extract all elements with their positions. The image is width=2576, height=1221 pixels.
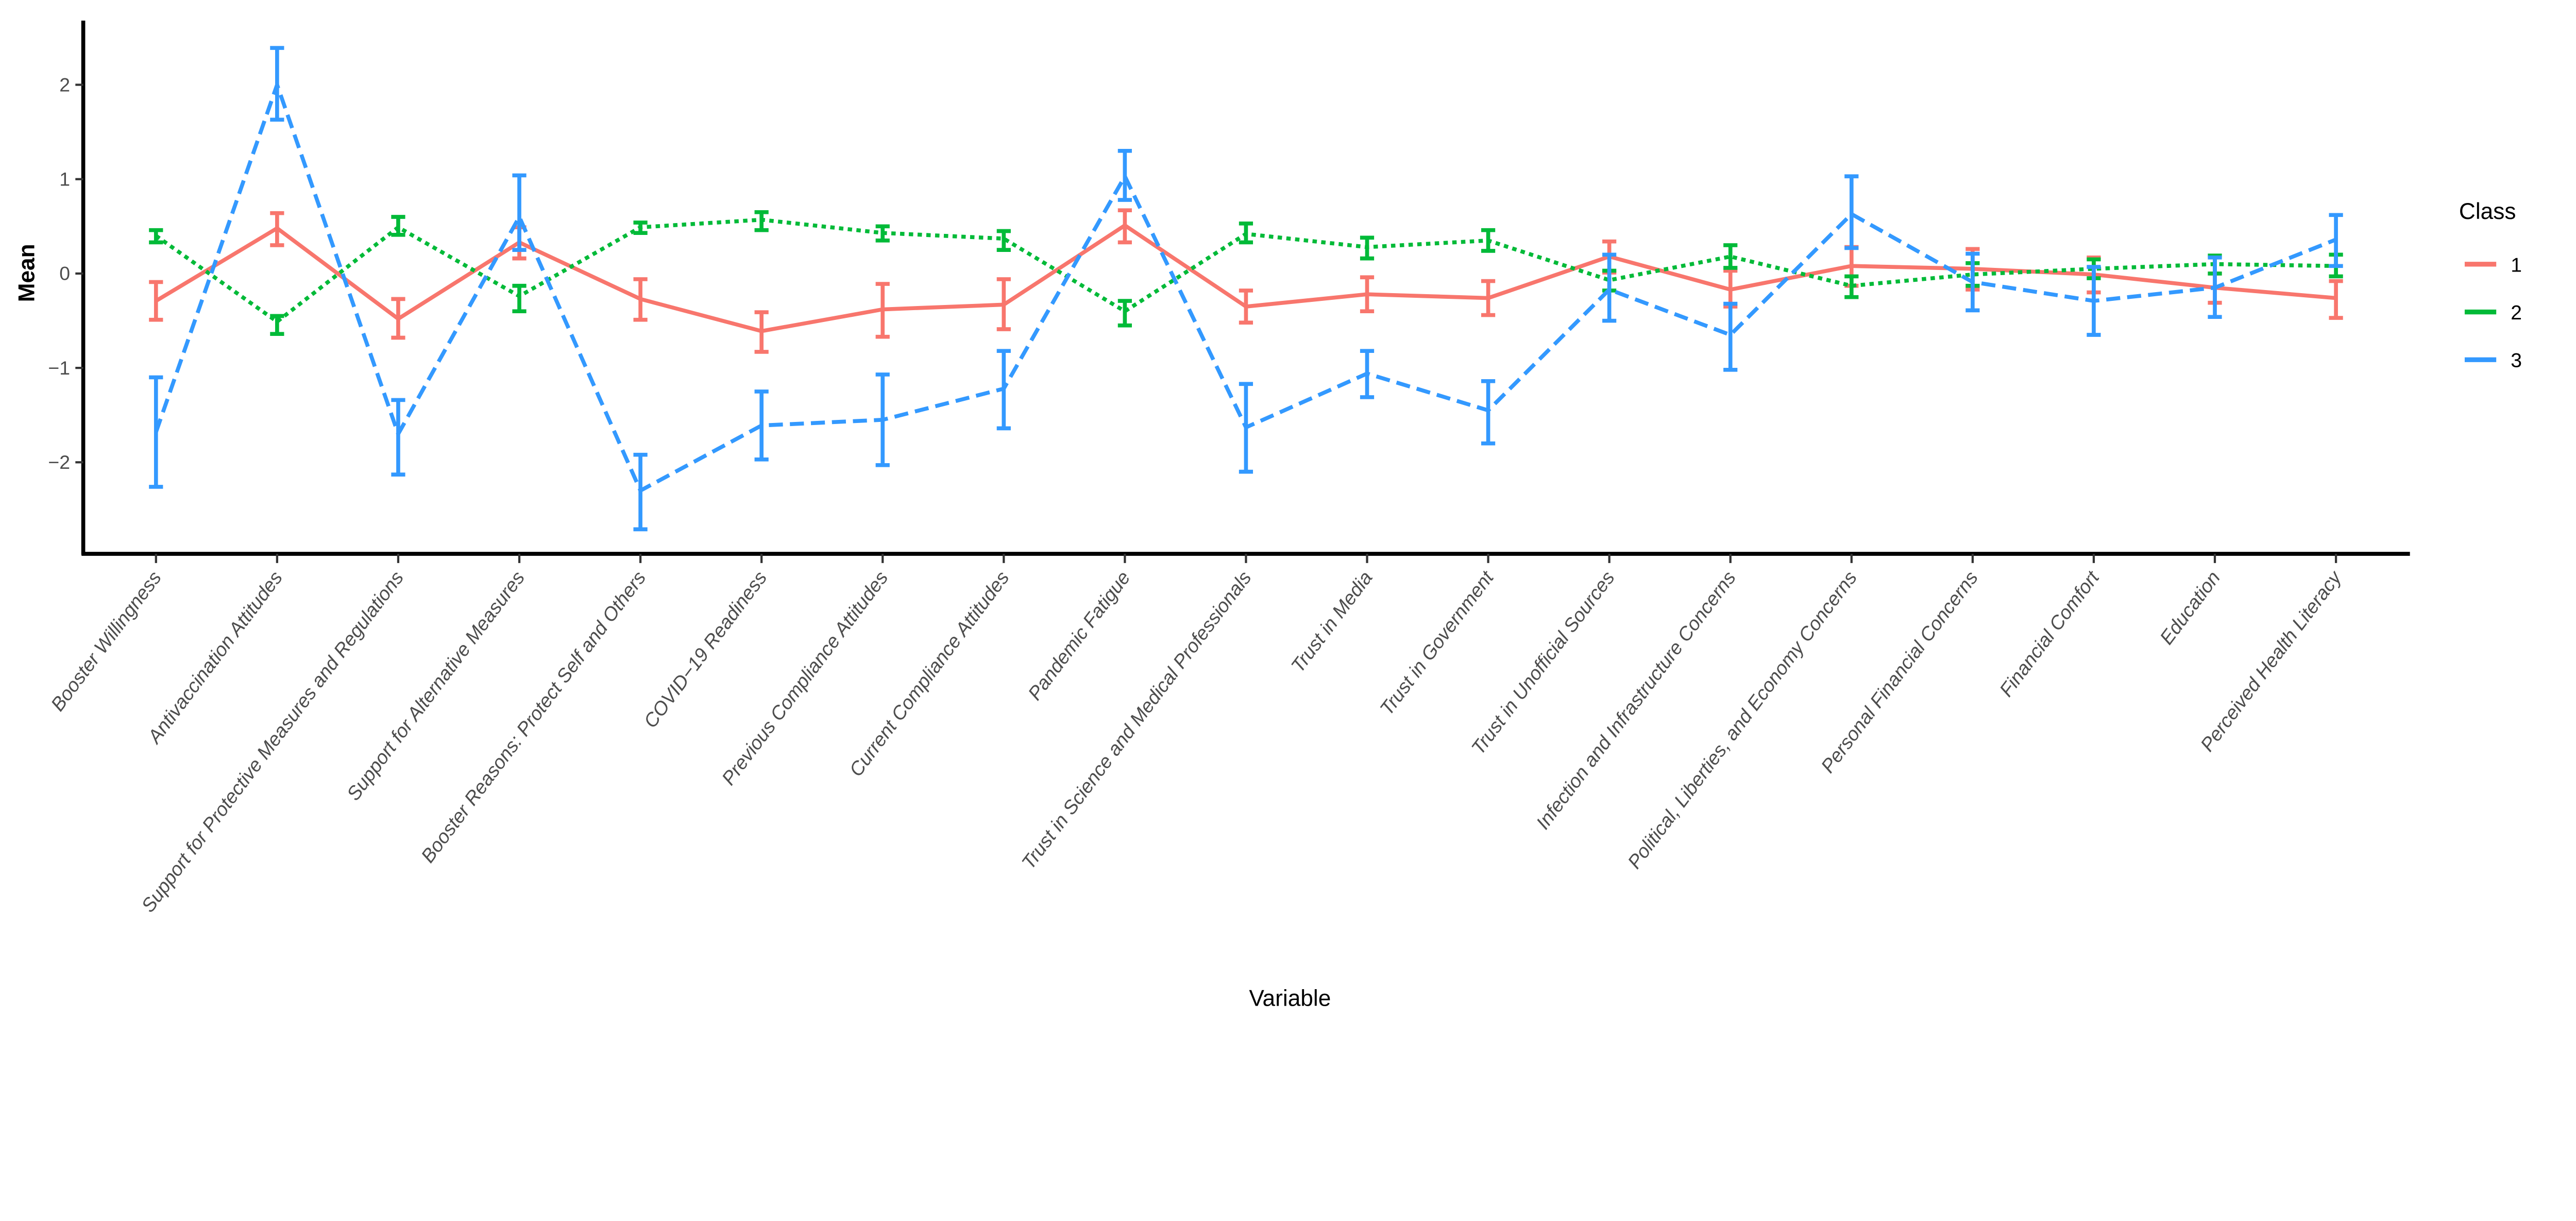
x-tick-label: Trust in Unofficial Sources: [1467, 567, 1619, 758]
x-tick-label: Trust in Government: [1376, 566, 1498, 719]
x-tick-label: Booster Reasons: Protect Self and Others: [417, 567, 650, 867]
y-tick-label: −2: [48, 451, 70, 473]
x-tick-label: Financial Comfort: [1995, 566, 2104, 701]
x-tick-label: Pandemic Fatigue: [1024, 567, 1134, 704]
x-tick-label: Political, Liberties, and Economy Concer…: [1623, 567, 1861, 872]
y-axis-title: Mean: [14, 244, 39, 302]
legend-label-3: 3: [2511, 350, 2522, 372]
x-tick-label: Education: [2156, 567, 2225, 648]
y-tick-label: 2: [59, 74, 70, 95]
x-tick-label: COVID−19 Readiness: [639, 567, 771, 732]
x-tick-label: Antivaccination Attitudes: [143, 567, 286, 748]
x-axis-title: Variable: [1249, 986, 1331, 1011]
x-tick-label: Trust in Media: [1286, 567, 1376, 676]
x-tick-label: Trust in Science and Medical Professiona…: [1017, 567, 1255, 873]
y-tick-label: −1: [48, 357, 70, 379]
legend: Class 1 2 3: [2459, 199, 2522, 371]
y-ticks: −2 −1 0 1 2: [48, 74, 83, 473]
x-tick-label: Perceived Health Literacy: [2196, 566, 2346, 756]
x-tick-label: Booster Willingness: [46, 567, 165, 715]
y-tick-label: 0: [59, 263, 70, 284]
series-layer: [149, 46, 2343, 532]
legend-label-1: 1: [2511, 254, 2522, 276]
x-tick-label: Infection and Infrastructure Concerns: [1532, 567, 1740, 833]
legend-label-2: 2: [2511, 302, 2522, 324]
series-3: [149, 46, 2343, 532]
y-tick-label: 1: [59, 168, 70, 190]
x-tick-label: Support for Protective Measures and Regu…: [137, 567, 408, 916]
legend-title: Class: [2459, 199, 2516, 224]
chart: −2 −1 0 1 2 Booster WillingnessAntivaccinati…: [14, 20, 2522, 1011]
